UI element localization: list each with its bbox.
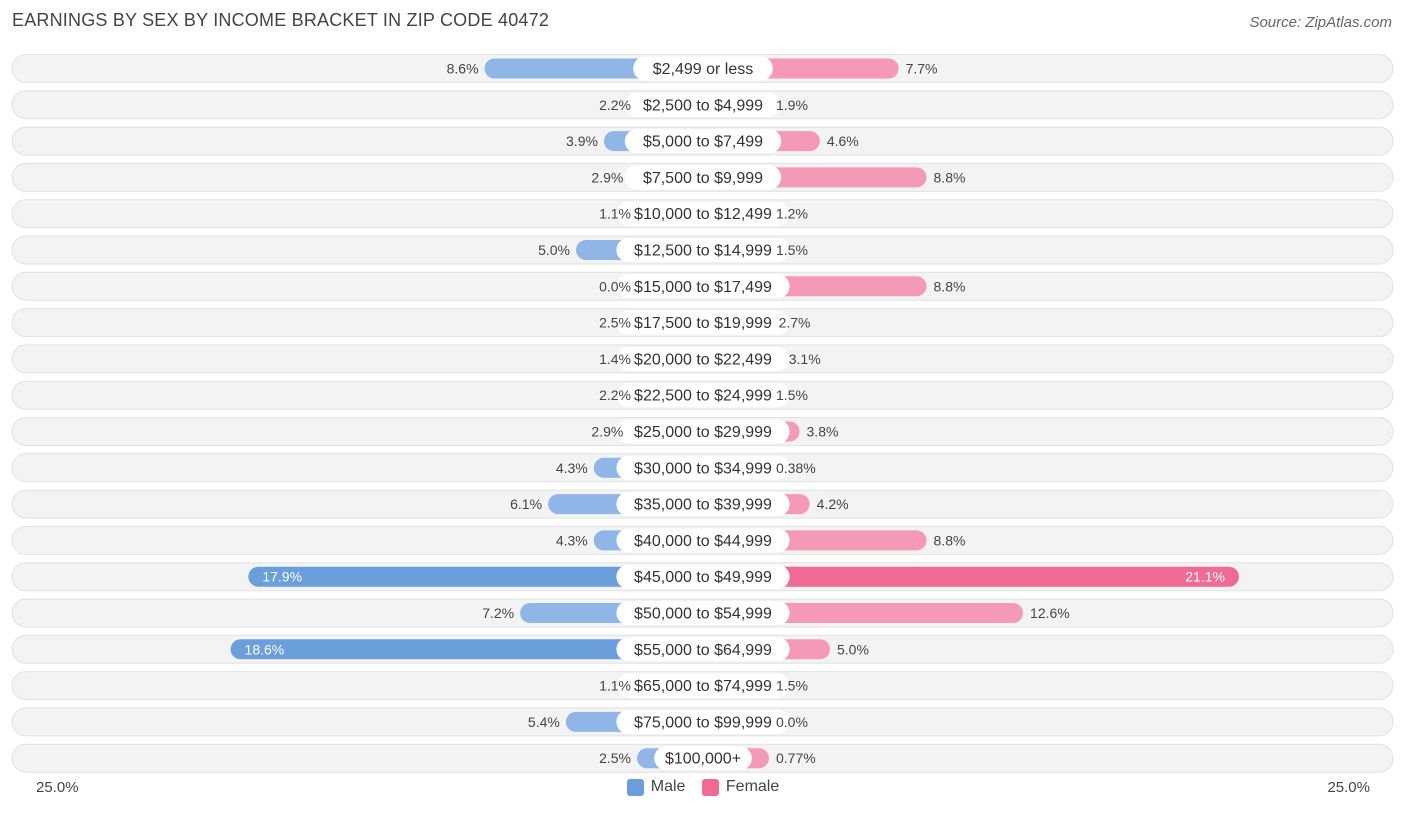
value-label-female: 8.8% xyxy=(934,169,966,185)
value-label-female: 1.5% xyxy=(776,242,808,258)
value-label-male: 6.1% xyxy=(510,496,542,512)
category-pill xyxy=(616,709,790,734)
value-label-female: 7.7% xyxy=(906,61,938,77)
bar-male xyxy=(230,639,703,660)
value-label-male: 4.3% xyxy=(556,532,588,548)
value-label-male: 5.4% xyxy=(528,714,560,730)
value-label-male: 7.2% xyxy=(482,605,514,621)
bar-male xyxy=(248,566,703,587)
category-pill xyxy=(616,201,790,226)
value-label-female: 8.8% xyxy=(934,532,966,548)
category-pill xyxy=(654,746,752,771)
chart-title: EARNINGS BY SEX BY INCOME BRACKET IN ZIP… xyxy=(12,10,550,30)
value-label-male: 2.2% xyxy=(599,97,631,113)
category-pill xyxy=(616,637,790,662)
value-label-male: 1.1% xyxy=(599,678,631,694)
category-pill xyxy=(616,238,790,262)
category-pill xyxy=(616,673,790,698)
value-label-male: 2.9% xyxy=(591,169,623,185)
category-label: $7,500 to $9,999 xyxy=(643,170,763,187)
legend-male-label: Male xyxy=(650,778,686,795)
category-label: $35,000 to $39,999 xyxy=(634,497,772,514)
category-pill xyxy=(624,129,782,154)
category-label: $75,000 to $99,999 xyxy=(634,714,772,731)
value-label-female: 4.6% xyxy=(827,133,859,149)
value-label-female: 0.0% xyxy=(776,714,808,730)
category-pill xyxy=(616,310,790,335)
category-label: $50,000 to $54,999 xyxy=(634,606,772,623)
axis-left-label: 25.0% xyxy=(36,779,79,796)
value-label-male: 17.9% xyxy=(262,569,302,585)
category-pill xyxy=(616,528,790,553)
category-label: $17,500 to $19,999 xyxy=(634,315,772,332)
value-label-female: 8.8% xyxy=(934,278,966,294)
category-pill xyxy=(616,383,790,408)
category-label: $15,000 to $17,499 xyxy=(634,279,772,296)
value-label-male: 2.5% xyxy=(599,750,631,766)
category-label: $20,000 to $22,499 xyxy=(634,351,772,368)
axis-right-label: 25.0% xyxy=(1327,779,1370,796)
value-label-female: 3.8% xyxy=(807,424,839,440)
value-label-female: 4.2% xyxy=(817,496,849,512)
male-swatch xyxy=(626,778,644,796)
value-label-male: 3.9% xyxy=(566,133,598,149)
value-label-male: 2.5% xyxy=(599,315,631,331)
category-pill xyxy=(633,56,773,81)
value-label-male: 1.4% xyxy=(599,351,631,367)
source-label: Source: ZipAtlas.com xyxy=(1249,14,1392,31)
value-label-female: 1.5% xyxy=(776,387,808,403)
category-pill xyxy=(616,274,790,299)
value-label-female: 0.77% xyxy=(776,750,816,766)
value-label-female: 1.2% xyxy=(776,206,808,222)
value-label-male: 8.6% xyxy=(447,61,479,77)
category-pill xyxy=(616,419,790,444)
category-label: $5,000 to $7,499 xyxy=(643,134,763,151)
category-pill xyxy=(616,492,790,517)
value-label-female: 1.5% xyxy=(776,678,808,694)
value-label-male: 2.2% xyxy=(599,387,631,403)
value-label-female: 1.9% xyxy=(776,97,808,113)
value-label-male: 0.0% xyxy=(599,278,631,294)
value-label-female: 0.38% xyxy=(776,460,816,476)
category-label: $100,000+ xyxy=(665,751,741,768)
category-pill xyxy=(616,455,790,480)
value-label-female: 21.1% xyxy=(1185,569,1225,585)
category-pill xyxy=(616,564,790,589)
category-label: $30,000 to $34,999 xyxy=(634,460,772,477)
value-label-male: 18.6% xyxy=(245,641,285,657)
category-label: $10,000 to $12,499 xyxy=(634,206,772,223)
value-label-male: 5.0% xyxy=(538,242,570,258)
category-label: $22,500 to $24,999 xyxy=(634,388,772,405)
category-label: $2,500 to $4,999 xyxy=(643,97,763,114)
value-label-female: 5.0% xyxy=(837,641,869,657)
legend: Male Female xyxy=(0,778,1406,801)
category-pill xyxy=(616,346,790,371)
value-label-male: 1.1% xyxy=(599,206,631,222)
category-label: $65,000 to $74,999 xyxy=(634,678,772,695)
value-label-male: 2.9% xyxy=(591,424,623,440)
category-label: $45,000 to $49,999 xyxy=(634,569,772,586)
category-pill xyxy=(616,601,790,625)
category-label: $55,000 to $64,999 xyxy=(634,642,772,659)
category-label: $12,500 to $14,999 xyxy=(634,243,772,260)
value-label-female: 12.6% xyxy=(1030,605,1070,621)
bar-female xyxy=(703,566,1239,587)
legend-item-female[interactable]: Female xyxy=(701,778,780,796)
category-label: $40,000 to $44,999 xyxy=(634,533,772,550)
value-label-female: 3.1% xyxy=(789,351,821,367)
category-label: $2,499 or less xyxy=(653,61,754,78)
category-label: $25,000 to $29,999 xyxy=(634,424,772,441)
value-label-male: 4.3% xyxy=(556,460,588,476)
legend-item-male[interactable]: Male xyxy=(626,778,686,796)
category-pill xyxy=(624,92,782,117)
value-label-female: 2.7% xyxy=(779,315,811,331)
legend-female-label: Female xyxy=(725,778,780,795)
category-pill xyxy=(624,165,782,190)
female-swatch xyxy=(701,778,719,796)
